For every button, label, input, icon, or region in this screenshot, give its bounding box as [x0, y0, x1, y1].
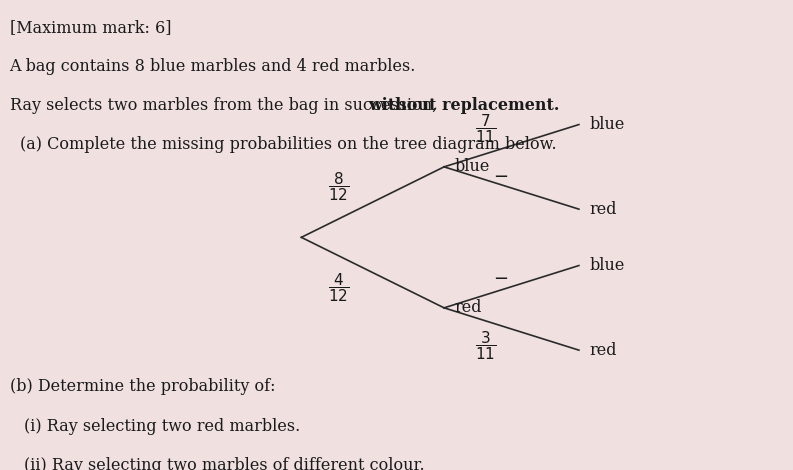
Text: red: red: [589, 201, 617, 218]
Text: blue: blue: [454, 158, 490, 175]
Text: [Maximum mark: 6]: [Maximum mark: 6]: [10, 19, 171, 36]
Text: (i) Ray selecting two red marbles.: (i) Ray selecting two red marbles.: [24, 418, 300, 435]
Text: $-$: $-$: [493, 165, 508, 183]
Text: red: red: [589, 342, 617, 359]
Text: (ii) Ray selecting two marbles of different colour.: (ii) Ray selecting two marbles of differ…: [24, 457, 424, 470]
Text: A bag contains 8 blue marbles and 4 red marbles.: A bag contains 8 blue marbles and 4 red …: [10, 58, 416, 75]
Text: without replacement.: without replacement.: [368, 97, 559, 114]
Text: $-$: $-$: [493, 268, 508, 286]
Text: (b) Determine the probability of:: (b) Determine the probability of:: [10, 378, 275, 395]
Text: $\dfrac{3}{11}$: $\dfrac{3}{11}$: [476, 329, 496, 362]
Text: blue: blue: [589, 116, 625, 133]
Text: red: red: [454, 299, 482, 316]
Text: blue: blue: [589, 257, 625, 274]
Text: (a) Complete the missing probabilities on the tree diagram below.: (a) Complete the missing probabilities o…: [20, 136, 557, 153]
Text: $\dfrac{8}{12}$: $\dfrac{8}{12}$: [328, 171, 350, 203]
Text: Ray selects two marbles from the bag in succession,: Ray selects two marbles from the bag in …: [10, 97, 442, 114]
Text: $\dfrac{4}{12}$: $\dfrac{4}{12}$: [328, 272, 350, 304]
Text: $\dfrac{7}{11}$: $\dfrac{7}{11}$: [476, 113, 496, 145]
